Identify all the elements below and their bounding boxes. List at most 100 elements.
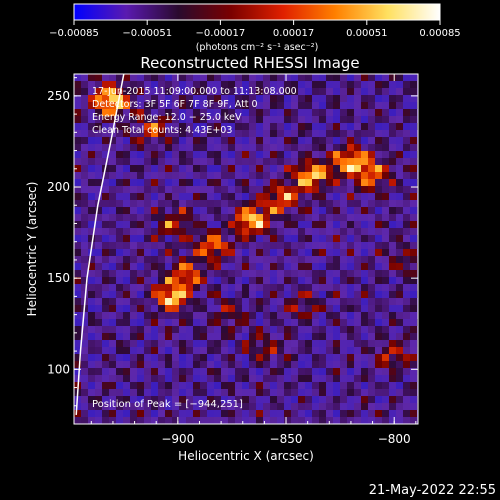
heatmap-cell <box>221 207 229 215</box>
heatmap-cell <box>235 312 243 320</box>
heatmap-cell <box>165 186 173 194</box>
heatmap-cell <box>256 116 264 124</box>
heatmap-cell <box>361 179 369 187</box>
heatmap-cell <box>263 347 271 355</box>
heatmap-cell <box>263 179 271 187</box>
heatmap-cell <box>179 151 187 159</box>
heatmap-cell <box>403 214 411 222</box>
heatmap-cell <box>312 312 320 320</box>
heatmap-cell <box>256 382 264 390</box>
heatmap-cell <box>347 361 355 369</box>
heatmap-cell <box>326 284 334 292</box>
heatmap-cell <box>193 179 201 187</box>
heatmap-cell <box>151 361 159 369</box>
heatmap-cell <box>333 144 341 152</box>
heatmap-cell <box>116 179 124 187</box>
heatmap-cell <box>179 228 187 236</box>
heatmap-cell <box>326 249 334 257</box>
heatmap-cell <box>193 368 201 376</box>
heatmap-cell <box>151 172 159 180</box>
heatmap-cell <box>305 214 313 222</box>
heatmap-cell <box>256 172 264 180</box>
heatmap-cell <box>235 361 243 369</box>
heatmap-cell <box>340 81 348 89</box>
heatmap-cell <box>74 228 82 236</box>
heatmap-cell <box>249 361 257 369</box>
heatmap-cell <box>81 130 89 138</box>
heatmap-cell <box>81 123 89 131</box>
heatmap-cell <box>172 88 180 96</box>
heatmap-cell <box>249 312 257 320</box>
heatmap-cell <box>172 74 180 82</box>
heatmap-cell <box>200 284 208 292</box>
heatmap-cell <box>207 333 215 341</box>
heatmap-cell <box>389 277 397 285</box>
heatmap-cell <box>235 123 243 131</box>
heatmap-cell <box>130 88 138 96</box>
heatmap-cell <box>354 74 362 82</box>
heatmap-cell <box>354 144 362 152</box>
heatmap-cell <box>81 186 89 194</box>
heatmap-cell <box>326 88 334 96</box>
heatmap-cell <box>130 137 138 145</box>
heatmap-cell <box>242 179 250 187</box>
heatmap-cell <box>214 368 222 376</box>
heatmap-cell <box>354 172 362 180</box>
heatmap-cell <box>102 179 110 187</box>
heatmap-cell <box>263 109 271 117</box>
heatmap-cell <box>242 340 250 348</box>
heatmap-cell <box>200 116 208 124</box>
heatmap-cell <box>200 193 208 201</box>
heatmap-cell <box>333 382 341 390</box>
heatmap-cell <box>354 200 362 208</box>
info-time-range: 17-Jun-2015 11:09:00.000 to 11:13:08.000 <box>92 86 297 97</box>
heatmap-cell <box>193 417 201 424</box>
heatmap-cell <box>347 200 355 208</box>
heatmap-cell <box>340 95 348 103</box>
heatmap-cell <box>326 186 334 194</box>
heatmap-cell <box>109 396 117 404</box>
heatmap-cell <box>263 235 271 243</box>
heatmap-cell <box>305 284 313 292</box>
heatmap-cell <box>312 207 320 215</box>
heatmap-cell <box>270 368 278 376</box>
heatmap-cell <box>109 347 117 355</box>
heatmap-cell <box>256 74 264 82</box>
heatmap-cell <box>396 410 404 418</box>
heatmap-cell <box>375 354 383 362</box>
heatmap-cell <box>109 277 117 285</box>
heatmap-cell <box>109 200 117 208</box>
heatmap-cell <box>123 319 131 327</box>
heatmap-cell <box>193 270 201 278</box>
heatmap-cell <box>249 298 257 306</box>
heatmap-cell <box>277 88 285 96</box>
heatmap-cell <box>403 151 411 159</box>
heatmap-cell <box>396 298 404 306</box>
heatmap-cell <box>74 235 82 243</box>
heatmap-cell <box>228 158 236 166</box>
heatmap-cell <box>214 123 222 131</box>
heatmap-cell <box>263 284 271 292</box>
heatmap-cell <box>228 396 236 404</box>
heatmap-cell <box>403 130 411 138</box>
heatmap-cell <box>88 340 96 348</box>
heatmap-cell <box>88 410 96 418</box>
heatmap-cell <box>109 102 117 110</box>
heatmap-cell <box>403 221 411 229</box>
heatmap-cell <box>88 207 96 215</box>
heatmap-cell <box>228 347 236 355</box>
heatmap-cell <box>151 333 159 341</box>
heatmap-cell <box>200 375 208 383</box>
heatmap-cell <box>151 249 159 257</box>
heatmap-cell <box>228 221 236 229</box>
heatmap-cell <box>151 102 159 110</box>
heatmap-cell <box>375 417 383 424</box>
heatmap-cell <box>249 186 257 194</box>
heatmap-cell <box>228 417 236 424</box>
heatmap-cell <box>102 151 110 159</box>
heatmap-cell <box>200 81 208 89</box>
heatmap-cell <box>200 249 208 257</box>
heatmap-cell <box>347 81 355 89</box>
heatmap-cell <box>186 81 194 89</box>
heatmap-cell <box>186 263 194 271</box>
